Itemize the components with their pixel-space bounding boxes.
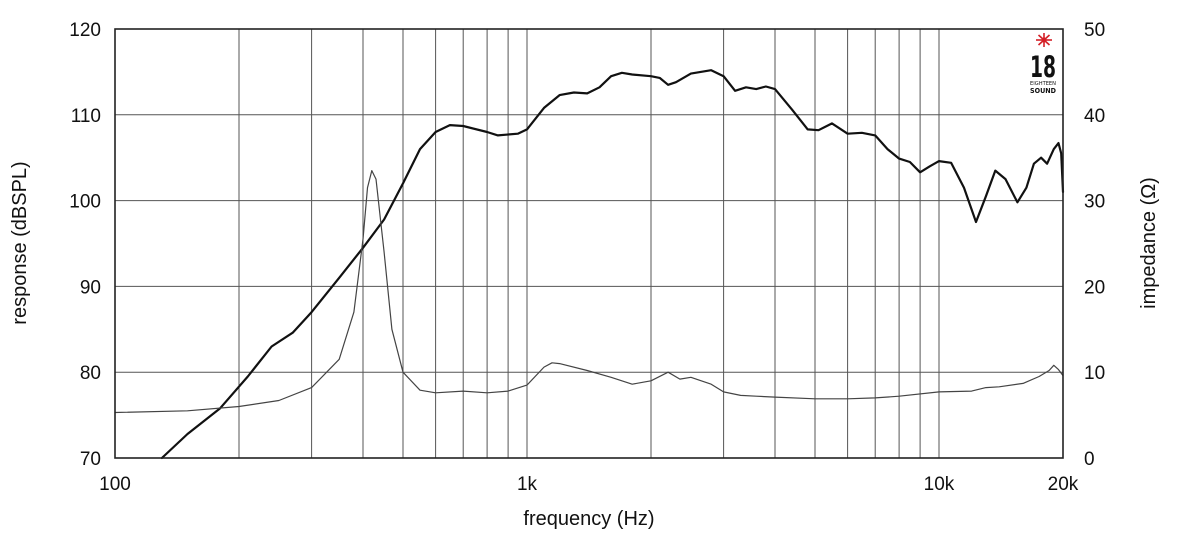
brand-logo: 18 EIGHTEEN SOUND xyxy=(1030,33,1056,95)
x-tick-label: 10k xyxy=(924,474,955,495)
logo-number: 18 xyxy=(1030,50,1056,84)
star-icon xyxy=(1036,33,1052,47)
plot-frame xyxy=(114,28,1064,459)
y2-axis-title: impedance (Ω) xyxy=(1138,177,1160,309)
x-tick-label: 1k xyxy=(517,474,538,495)
y2-tick-label: 40 xyxy=(1084,106,1105,127)
x-tick-labels: 100 1k 10k 20k xyxy=(99,474,1079,495)
impedance-curve xyxy=(114,170,1064,414)
x-tick-label: 100 xyxy=(99,474,131,495)
y-tick-label: 80 xyxy=(80,363,101,384)
y-tick-label: 70 xyxy=(80,449,101,470)
y2-tick-labels: 0 10 20 30 40 50 xyxy=(1084,20,1105,470)
y2-tick-label: 50 xyxy=(1084,20,1105,41)
y-tick-label: 90 xyxy=(80,277,101,298)
x-tick-label: 20k xyxy=(1048,474,1079,495)
y-tick-label: 110 xyxy=(71,106,101,127)
y2-tick-label: 20 xyxy=(1084,277,1105,298)
plot-series xyxy=(114,69,1065,460)
y-tick-label: 100 xyxy=(69,192,101,213)
x-axis-title: frequency (Hz) xyxy=(523,508,654,530)
response-curve xyxy=(160,69,1065,460)
y-tick-label: 120 xyxy=(69,20,101,41)
logo-line2: SOUND xyxy=(1030,87,1056,95)
y-axis-title: response (dBSPL) xyxy=(9,161,31,324)
y-tick-labels: 70 80 90 100 110 120 xyxy=(69,20,101,470)
logo-line1: EIGHTEEN xyxy=(1030,81,1056,87)
y2-tick-label: 30 xyxy=(1084,192,1105,213)
y2-tick-label: 10 xyxy=(1084,363,1105,384)
y2-tick-label: 0 xyxy=(1084,449,1095,470)
grid xyxy=(115,28,1063,459)
